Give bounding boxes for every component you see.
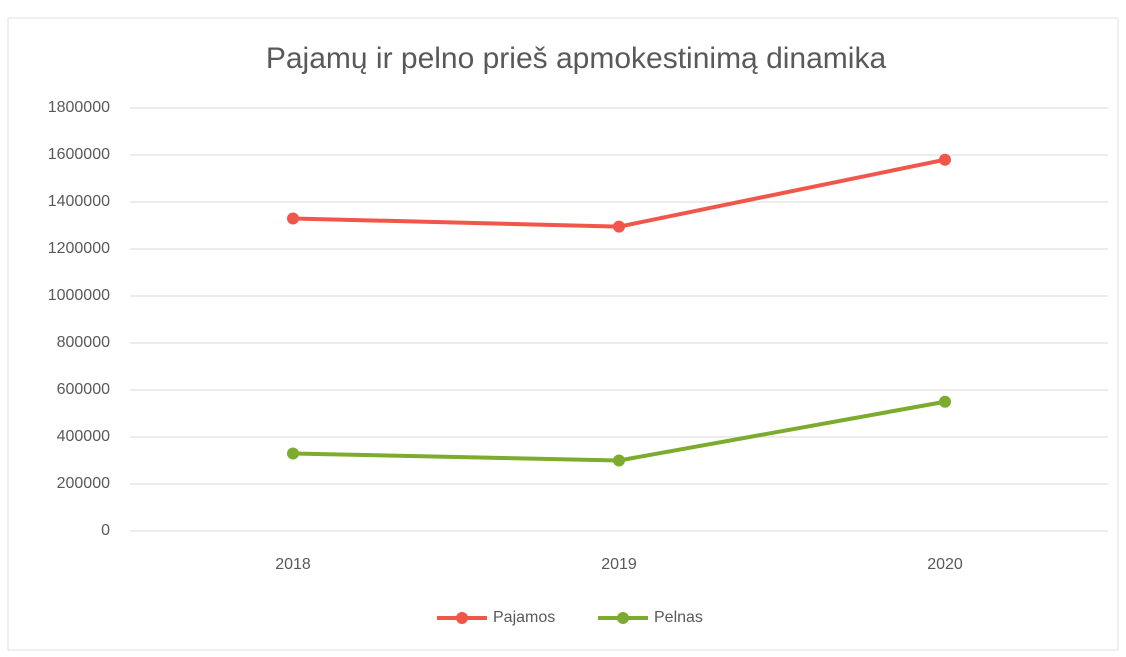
- legend-label: Pajamos: [493, 609, 555, 626]
- x-tick-label: 2019: [601, 556, 637, 573]
- y-tick-label: 1400000: [48, 193, 110, 210]
- legend-label: Pelnas: [654, 609, 703, 626]
- legend-marker: [617, 612, 629, 624]
- y-tick-label: 1000000: [48, 287, 110, 304]
- y-tick-label: 1200000: [48, 240, 110, 257]
- data-point: [939, 153, 951, 166]
- chart-frame: [7, 17, 1119, 651]
- data-point: [287, 447, 299, 460]
- y-tick-label: 1600000: [48, 146, 110, 163]
- chart-title: Pajamų ir pelno prieš apmokestinimą dina…: [266, 42, 887, 75]
- data-point: [939, 395, 951, 408]
- y-tick-label: 200000: [57, 475, 110, 492]
- legend-marker: [456, 612, 468, 624]
- y-tick-label: 0: [101, 522, 110, 539]
- data-point: [613, 454, 625, 467]
- data-point: [613, 220, 625, 233]
- x-tick-label: 2020: [927, 556, 963, 573]
- x-tick-label: 2018: [275, 556, 311, 573]
- y-tick-label: 400000: [57, 428, 110, 445]
- y-tick-label: 800000: [57, 334, 110, 351]
- y-tick-label: 1800000: [48, 99, 110, 116]
- data-point: [287, 212, 299, 225]
- y-tick-label: 600000: [57, 381, 110, 398]
